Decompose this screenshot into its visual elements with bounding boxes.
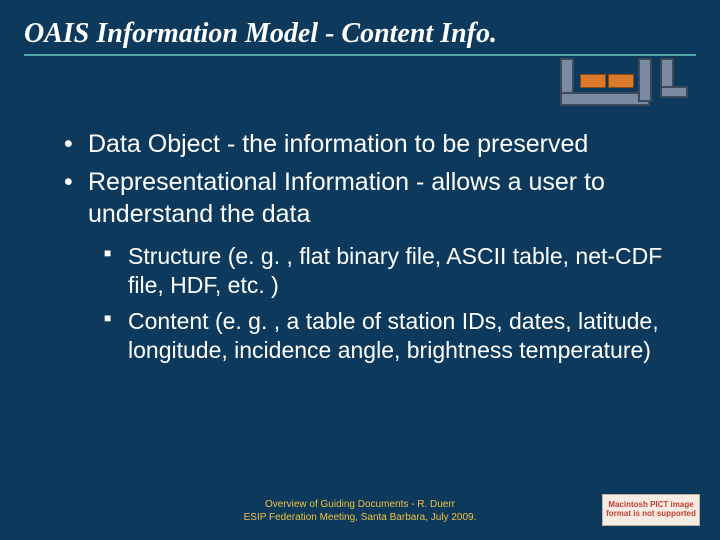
sub-bullet-list: Structure (e. g. , flat binary file, ASC… (102, 242, 670, 366)
diagram-inner-box (580, 74, 606, 88)
diagram-bar (560, 92, 650, 106)
bullet-text: Representational Information - allows a … (88, 168, 605, 228)
sub-bullet-text: Structure (e. g. , flat binary file, ASC… (128, 243, 662, 298)
diagram-inner-box (608, 74, 634, 88)
bullet-item: Representational Information - allows a … (60, 166, 670, 366)
unsupported-image-badge: Macintosh PICT image format is not suppo… (602, 494, 700, 526)
slide-title: OAIS Information Model - Content Info. (24, 18, 696, 56)
sub-bullet-item: Content (e. g. , a table of station IDs,… (102, 307, 670, 366)
title-wrap: OAIS Information Model - Content Info. (0, 0, 720, 62)
sub-bullet-item: Structure (e. g. , flat binary file, ASC… (102, 242, 670, 301)
corner-diagram (560, 58, 690, 114)
bullet-text: Data Object - the information to be pres… (88, 130, 588, 158)
bullet-list: Data Object - the information to be pres… (60, 128, 670, 366)
content-area: Data Object - the information to be pres… (60, 128, 670, 372)
slide: OAIS Information Model - Content Info. D… (0, 0, 720, 540)
diagram-bar (660, 86, 688, 98)
sub-bullet-text: Content (e. g. , a table of station IDs,… (128, 308, 659, 363)
bullet-item: Data Object - the information to be pres… (60, 128, 670, 160)
diagram-bar (638, 58, 652, 102)
